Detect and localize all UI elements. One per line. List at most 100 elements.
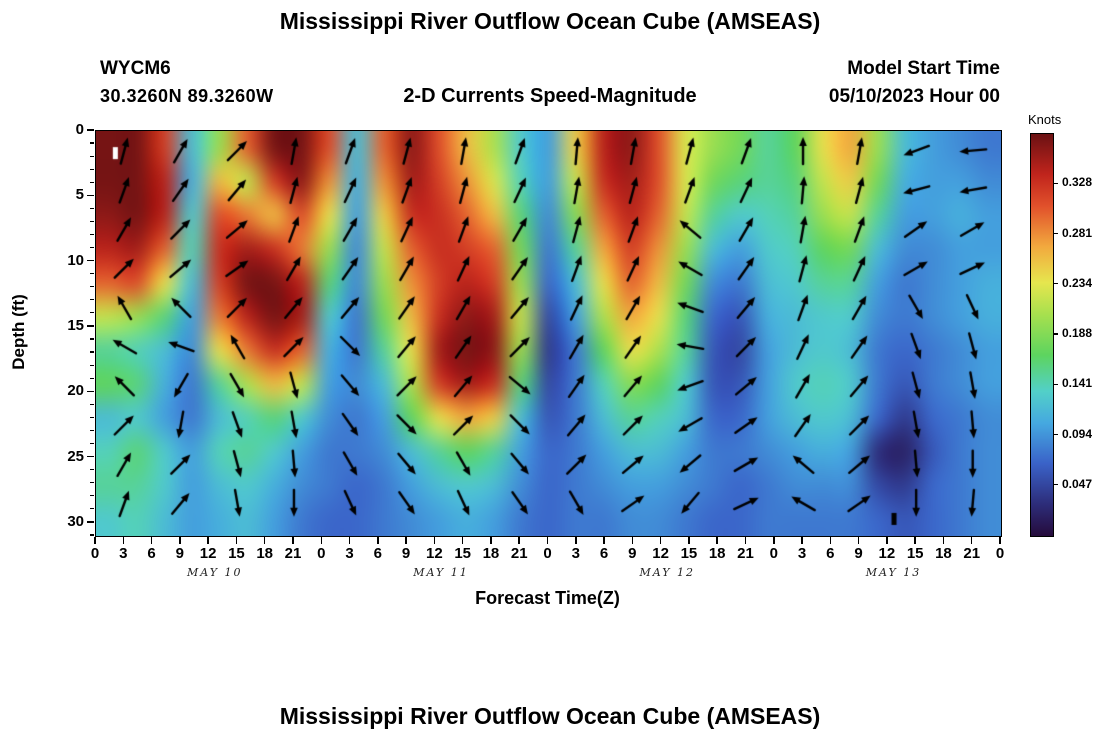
y-minor-tick-mark	[90, 495, 94, 497]
colorbar-tick-mark	[1053, 333, 1058, 335]
x-tick-mark	[659, 537, 662, 544]
y-minor-tick-mark	[90, 220, 94, 223]
x-tick-mark	[999, 537, 1001, 544]
x-tick-mark	[942, 537, 945, 544]
x-tick-label: 6	[147, 545, 156, 562]
colorbar-tick-mark	[1053, 433, 1058, 436]
x-tick-label: 3	[345, 545, 354, 562]
y-minor-tick-mark	[90, 377, 94, 379]
x-tick-label: 9	[175, 545, 185, 562]
x-tick-mark	[320, 537, 322, 544]
y-tick-mark	[86, 194, 94, 197]
x-tick-mark	[235, 537, 238, 544]
colorbar-tick-mark	[1053, 484, 1058, 486]
x-tick-label: 6	[826, 545, 835, 562]
x-tick-label: 15	[454, 545, 471, 562]
x-tick-mark	[914, 537, 916, 544]
x-tick-mark	[122, 537, 125, 544]
y-axis-label: Depth (ft)	[9, 294, 28, 370]
x-tick-mark	[94, 537, 96, 544]
x-tick-label: 9	[628, 545, 637, 562]
y-minor-tick-mark	[90, 508, 94, 510]
y-minor-tick-mark	[90, 482, 94, 484]
y-minor-tick-mark	[90, 181, 94, 183]
x-tick-mark	[150, 537, 153, 544]
x-tick-mark	[801, 537, 803, 544]
x-tick-label: 0	[769, 545, 778, 562]
x-tick-mark	[179, 537, 181, 544]
x-tick-label: 3	[119, 545, 128, 562]
x-tick-mark	[263, 537, 266, 544]
y-minor-tick-mark	[90, 155, 94, 157]
y-tick-label: 10	[67, 251, 84, 269]
colorbar-tick-label: 0.234	[1062, 275, 1093, 290]
y-minor-tick-mark	[90, 246, 94, 249]
y-tick-mark	[86, 129, 94, 131]
y-minor-tick-mark	[90, 299, 94, 301]
x-tick-label: 12	[652, 545, 669, 562]
y-minor-tick-mark	[90, 534, 94, 536]
x-tick-label: 12	[199, 545, 217, 562]
x-tick-label: 6	[373, 545, 382, 562]
y-minor-tick-mark	[90, 207, 94, 209]
x-tick-label: 3	[797, 545, 807, 562]
x-tick-label: 18	[256, 545, 274, 562]
heatmap-canvas	[96, 131, 1001, 536]
x-tick-label: 15	[680, 545, 698, 562]
colorbar-tick-mark	[1053, 383, 1058, 385]
y-minor-tick-mark	[90, 429, 94, 432]
x-tick-label: 12	[426, 545, 443, 562]
x-tick-mark	[970, 537, 973, 544]
colorbar-tick-mark	[1053, 283, 1058, 285]
y-tick-label: 30	[67, 512, 84, 530]
x-tick-mark	[744, 537, 747, 544]
colorbar-tick-label: 0.281	[1062, 225, 1093, 240]
y-tick-label: 5	[75, 186, 84, 204]
plot-area	[95, 130, 1002, 537]
x-tick-mark	[829, 537, 832, 544]
x-tick-mark	[405, 537, 407, 544]
x-tick-mark	[292, 537, 294, 544]
model-start-time-value: 05/10/2023 Hour 00	[828, 86, 1000, 107]
y-minor-tick-mark	[90, 351, 94, 353]
colorbar-tick-label: 0.188	[1062, 326, 1093, 340]
y-minor-tick-mark	[90, 442, 94, 445]
x-axis-label: Forecast Time(Z)	[475, 588, 620, 608]
x-tick-label: 6	[599, 545, 609, 562]
colorbar-tick-label: 0.141	[1062, 376, 1093, 391]
x-tick-label: 0	[995, 545, 1005, 562]
x-tick-label: 12	[878, 545, 896, 562]
x-tick-mark	[461, 537, 464, 544]
y-tick-label: 0	[75, 121, 84, 138]
x-tick-label: 18	[935, 545, 952, 562]
x-tick-mark	[631, 537, 634, 544]
second-figure-title: Mississippi River Outflow Ocean Cube (AM…	[279, 703, 821, 729]
colorbar-unit-label: Knots	[1028, 112, 1062, 127]
colorbar-tick-label: 0.047	[1062, 476, 1093, 491]
x-tick-mark	[377, 537, 379, 544]
x-tick-mark	[490, 537, 492, 544]
x-axis-date-label: MAY 13	[865, 566, 922, 579]
y-minor-tick-mark	[90, 364, 94, 366]
figure-title: Mississippi River Outflow Ocean Cube (AM…	[279, 8, 821, 34]
y-tick-mark	[86, 325, 94, 327]
x-tick-mark	[603, 537, 605, 544]
y-minor-tick-mark	[90, 416, 94, 418]
x-axis-date-label: MAY 11	[413, 566, 469, 579]
y-tick-label: 20	[67, 382, 84, 400]
x-tick-mark	[886, 537, 888, 544]
y-tick-label: 15	[67, 316, 84, 334]
x-tick-mark	[716, 537, 718, 544]
y-tick-mark	[86, 521, 94, 523]
x-tick-mark	[575, 537, 577, 544]
colorbar-tick-mark	[1053, 182, 1058, 184]
y-minor-tick-mark	[90, 403, 94, 405]
station-id: WYCM6	[100, 58, 171, 79]
y-minor-tick-mark	[90, 168, 94, 170]
x-tick-mark	[518, 537, 520, 544]
x-tick-label: 3	[571, 545, 580, 562]
y-minor-tick-mark	[90, 286, 94, 288]
y-minor-tick-mark	[90, 469, 94, 471]
x-tick-mark	[433, 537, 436, 544]
y-tick-mark	[86, 259, 94, 262]
